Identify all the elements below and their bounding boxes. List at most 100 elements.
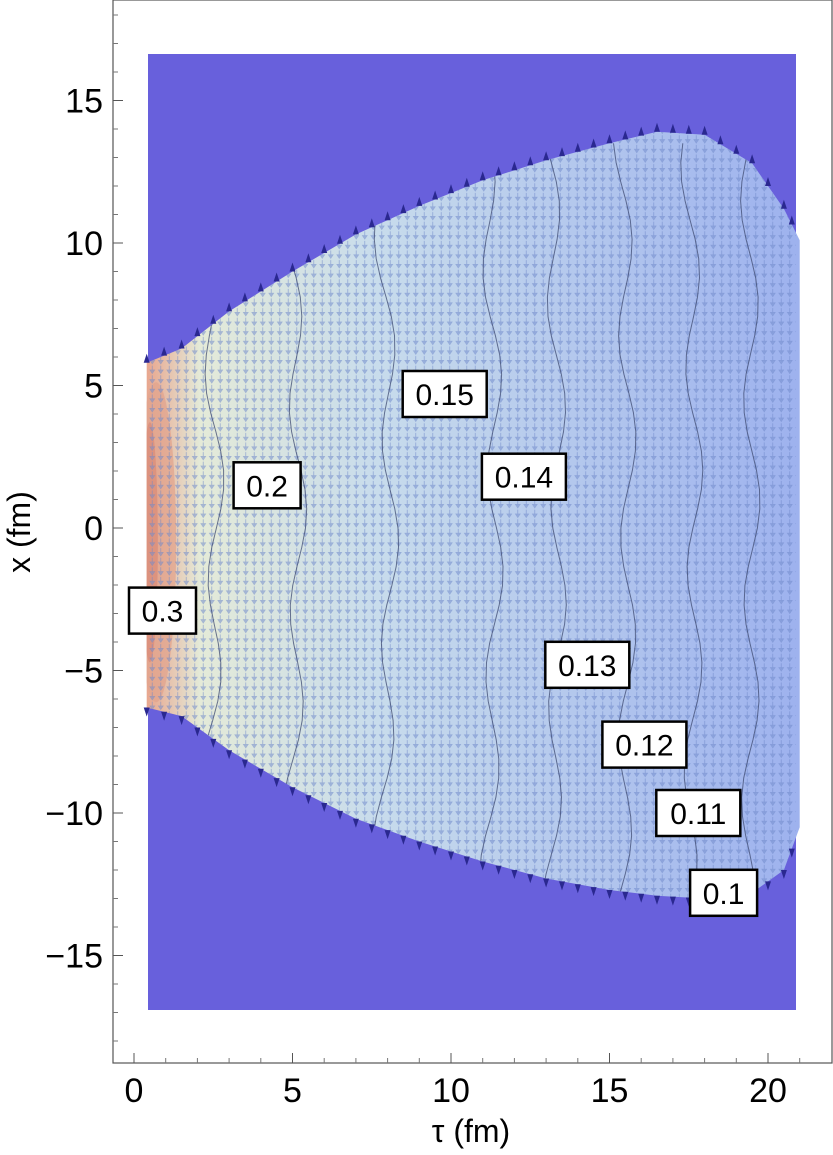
edge-arrow (638, 893, 645, 903)
contour-label: 0.11 (655, 788, 742, 838)
edge-arrow (495, 865, 502, 875)
field-region (146, 131, 800, 899)
edge-arrow (590, 138, 597, 148)
edge-arrow (416, 196, 423, 206)
edge-arrow (733, 144, 740, 154)
contour-label: 0.2 (232, 461, 302, 510)
edge-arrow (416, 841, 423, 851)
contour-line (613, 143, 637, 899)
edge-arrow (194, 727, 201, 737)
edge-arrow (368, 824, 375, 834)
edge-arrow (780, 870, 787, 879)
y-tick-label: −15 (45, 938, 103, 976)
edge-arrow (273, 778, 280, 788)
edge-arrow (788, 848, 795, 858)
edge-arrow (384, 830, 391, 840)
edge-arrow (178, 716, 185, 726)
edge-arrow (352, 818, 359, 828)
contour-line (541, 143, 567, 899)
edge-arrow (337, 234, 343, 244)
contour-label-text: 0.3 (142, 596, 184, 629)
edge-arrow (559, 881, 565, 891)
contour-label-text: 0.2 (246, 470, 288, 503)
contour-line (680, 143, 704, 899)
y-tick-label: 10 (65, 225, 103, 263)
edge-arrow (178, 339, 185, 349)
contour-label: 0.14 (480, 452, 568, 501)
contour-label-text: 0.15 (416, 379, 474, 412)
contour-label-text: 0.14 (495, 462, 553, 495)
edge-arrow (559, 147, 565, 157)
x-axis-title: τ (fm) (432, 1113, 510, 1149)
edge-arrow (654, 895, 660, 905)
edge-arrow (400, 835, 407, 845)
contour-label-text: 0.13 (558, 650, 616, 683)
edge-arrow (685, 124, 692, 134)
contour-line (372, 143, 400, 899)
y-tick-label: −10 (45, 795, 103, 833)
contour-label: 0.13 (544, 640, 631, 690)
edge-arrow (479, 171, 486, 181)
contour-label: 0.3 (127, 586, 198, 635)
contour-label-text: 0.12 (615, 730, 673, 763)
edge-arrow (257, 282, 264, 292)
contour-label-text: 0.1 (703, 878, 745, 911)
contour-labels: 0.3 0.2 0.15 0.14 0.13 0.12 0.11 0.1 (127, 369, 759, 918)
edge-arrow (574, 884, 581, 894)
edge-arrow (448, 851, 454, 861)
edge-arrow (210, 738, 217, 748)
edge-arrow (606, 134, 613, 144)
edge-arrow (527, 156, 534, 166)
contour-line (740, 143, 761, 899)
contour-label: 0.1 (688, 868, 759, 918)
edge-arrow (161, 346, 168, 356)
x-tick-label: 0 (125, 1072, 144, 1110)
edge-arrow (479, 861, 486, 871)
edge-arrow (511, 870, 518, 879)
edge-arrow (432, 846, 439, 856)
x-tick-label: 15 (591, 1072, 629, 1110)
edge-arrow (574, 142, 581, 152)
edge-arrow (765, 177, 771, 186)
edge-arrow (463, 856, 470, 866)
contour-label-text: 0.11 (670, 798, 726, 831)
edge-arrow (384, 211, 391, 221)
edge-arrow (669, 896, 676, 906)
axes: 0 5 10 15 20 15 10 5 0 −5 −10 −15 (45, 14, 801, 1110)
y-tick-label: 0 (84, 510, 103, 548)
edge-arrow (273, 272, 280, 282)
edge-arrow (788, 215, 795, 225)
edge-arrow (495, 166, 502, 176)
edge-arrow (289, 262, 296, 272)
y-tick-label: 5 (84, 368, 103, 406)
edge-arrow (654, 122, 660, 132)
edge-arrow (289, 787, 296, 797)
x-tick-label: 20 (749, 1072, 787, 1110)
edge-arrow (543, 878, 550, 888)
x-tick-label: 5 (283, 1072, 302, 1110)
edge-arrow (622, 130, 629, 140)
edge-arrow (432, 190, 439, 200)
edge-arrow (749, 154, 756, 164)
y-tick-label: 15 (65, 83, 103, 121)
edge-arrow (463, 177, 470, 187)
edge-arrow (321, 244, 328, 253)
edge-arrow (765, 881, 771, 891)
contour-label: 0.15 (401, 369, 488, 419)
edge-arrow (511, 161, 518, 171)
edge-arrow (337, 810, 343, 820)
edge-arrow (400, 204, 407, 214)
edge-arrow (226, 302, 233, 312)
edge-arrow (305, 253, 312, 263)
edge-arrow (669, 123, 676, 133)
edge-arrow (606, 890, 613, 899)
edge-arrow (226, 750, 233, 760)
boundary-arrows (143, 122, 795, 908)
edge-arrow (701, 125, 708, 135)
edge-arrow (210, 314, 217, 324)
edge-arrow (161, 711, 168, 721)
contour-line (478, 143, 504, 899)
x-tick-label: 10 (432, 1072, 470, 1110)
edge-arrow (448, 184, 454, 194)
